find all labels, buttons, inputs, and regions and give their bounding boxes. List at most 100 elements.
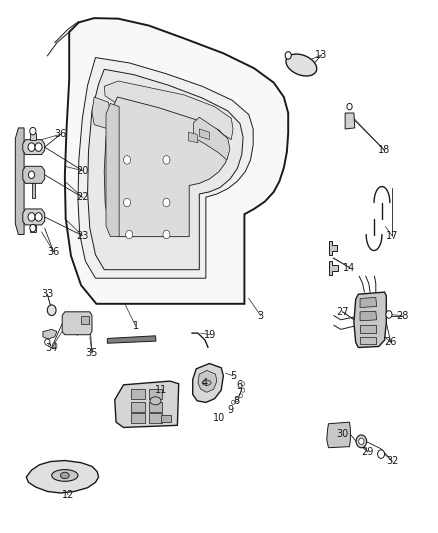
Text: 36: 36 (54, 130, 67, 139)
Text: 33: 33 (41, 289, 53, 299)
Polygon shape (354, 292, 386, 348)
Polygon shape (115, 381, 179, 427)
Circle shape (285, 52, 291, 59)
Polygon shape (23, 140, 45, 155)
Text: 23: 23 (76, 231, 88, 240)
Polygon shape (188, 132, 198, 143)
Polygon shape (26, 461, 99, 493)
Polygon shape (43, 329, 57, 339)
Polygon shape (62, 312, 92, 335)
Text: 18: 18 (378, 146, 391, 155)
Polygon shape (81, 316, 89, 324)
Text: 19: 19 (204, 330, 216, 340)
Polygon shape (88, 69, 243, 270)
Circle shape (347, 103, 352, 110)
Polygon shape (30, 133, 36, 140)
Ellipse shape (150, 397, 161, 405)
Circle shape (235, 398, 239, 402)
Circle shape (28, 143, 35, 151)
Text: 7: 7 (236, 388, 242, 398)
Polygon shape (131, 402, 145, 412)
Circle shape (47, 305, 56, 316)
Ellipse shape (52, 470, 78, 481)
Text: 28: 28 (396, 311, 408, 320)
Circle shape (35, 143, 42, 151)
Polygon shape (360, 325, 376, 333)
Circle shape (28, 171, 35, 179)
Text: 26: 26 (385, 337, 397, 347)
Text: 5: 5 (230, 371, 236, 381)
Polygon shape (30, 225, 36, 232)
Polygon shape (360, 297, 377, 308)
Circle shape (239, 393, 242, 398)
Circle shape (386, 311, 392, 318)
Circle shape (241, 382, 244, 386)
Polygon shape (104, 97, 229, 237)
Circle shape (126, 230, 133, 239)
Text: 6: 6 (236, 380, 242, 390)
Polygon shape (65, 18, 288, 304)
Circle shape (241, 388, 245, 392)
Circle shape (35, 213, 42, 221)
Polygon shape (328, 241, 337, 255)
Text: 30: 30 (336, 430, 349, 439)
Text: 4: 4 (202, 378, 208, 387)
Circle shape (163, 156, 170, 164)
Polygon shape (199, 129, 209, 140)
Text: 35: 35 (86, 348, 98, 358)
Polygon shape (131, 389, 145, 399)
Circle shape (53, 343, 57, 348)
Text: 11: 11 (155, 385, 167, 395)
Polygon shape (15, 128, 24, 235)
Text: 22: 22 (76, 192, 88, 202)
Polygon shape (327, 422, 350, 448)
Text: 32: 32 (386, 456, 398, 466)
Text: 8: 8 (233, 396, 240, 406)
Circle shape (124, 198, 131, 207)
Text: 27: 27 (336, 307, 349, 317)
Polygon shape (106, 103, 119, 237)
Text: 36: 36 (47, 247, 60, 256)
Text: 12: 12 (62, 490, 74, 499)
Polygon shape (23, 166, 45, 183)
Circle shape (45, 339, 50, 345)
Circle shape (124, 156, 131, 164)
Text: 20: 20 (76, 166, 88, 175)
Ellipse shape (286, 54, 317, 76)
Text: 13: 13 (315, 50, 328, 60)
Circle shape (356, 435, 367, 448)
Polygon shape (345, 113, 355, 129)
Polygon shape (161, 415, 171, 422)
Polygon shape (193, 364, 223, 402)
Polygon shape (32, 183, 35, 198)
Polygon shape (92, 97, 110, 129)
Ellipse shape (60, 472, 69, 479)
Polygon shape (194, 117, 230, 160)
Circle shape (163, 198, 170, 207)
Circle shape (30, 127, 36, 135)
Text: 1: 1 (133, 321, 139, 331)
Text: 34: 34 (46, 343, 58, 352)
Circle shape (359, 438, 364, 445)
Text: 29: 29 (362, 447, 374, 457)
Text: 9: 9 (227, 406, 233, 415)
Text: 17: 17 (386, 231, 398, 240)
Polygon shape (104, 81, 233, 140)
Circle shape (28, 213, 35, 221)
Polygon shape (107, 336, 156, 343)
Polygon shape (198, 370, 217, 392)
Text: 14: 14 (343, 263, 356, 272)
Polygon shape (149, 402, 162, 412)
Polygon shape (149, 389, 162, 399)
Polygon shape (360, 337, 376, 344)
Circle shape (163, 230, 170, 239)
Polygon shape (360, 311, 377, 321)
Circle shape (378, 450, 385, 458)
Text: 10: 10 (213, 413, 225, 423)
Polygon shape (328, 261, 338, 275)
Polygon shape (131, 413, 145, 423)
Polygon shape (23, 209, 45, 225)
Ellipse shape (202, 380, 211, 385)
Text: 3: 3 (258, 311, 264, 320)
Polygon shape (78, 58, 253, 278)
